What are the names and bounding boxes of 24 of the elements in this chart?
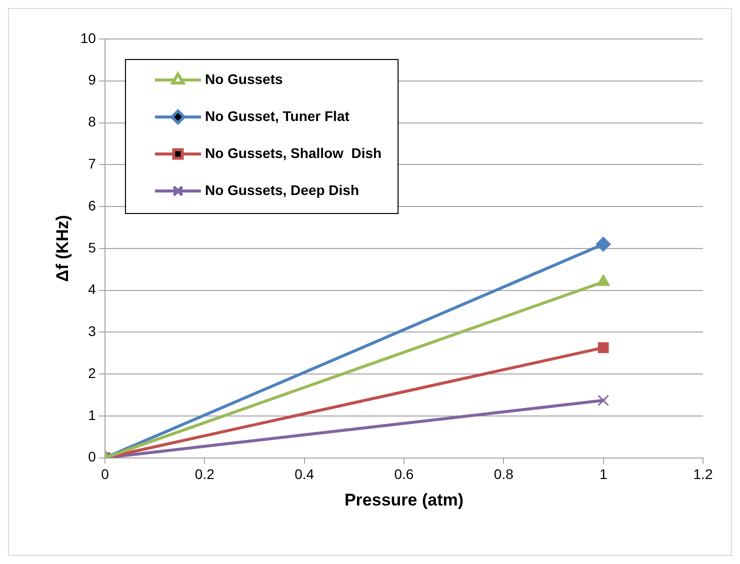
x-tick-label: 0.2 — [194, 466, 215, 482]
y-axis-title: Δf (KHz) — [52, 214, 72, 282]
y-tick-label: 10 — [80, 30, 96, 46]
x-tick-label: 1.2 — [693, 466, 713, 482]
legend-label: No Gussets, Shallow Dish — [204, 144, 382, 161]
y-tick-label: 0 — [88, 448, 96, 465]
y-tick-label: 8 — [88, 114, 96, 130]
x-tick-label: 0.8 — [494, 466, 514, 482]
y-tick-label: 1 — [88, 406, 96, 423]
x-axis-title: Pressure (atm) — [344, 490, 464, 510]
x-tick-label: 1 — [599, 466, 608, 482]
legend-label: No Gussets, Deep Dish — [204, 182, 360, 198]
legend-label: No Gussets — [204, 70, 283, 87]
y-tick-label: 6 — [88, 197, 96, 214]
y-tick-label: 7 — [88, 156, 96, 172]
y-tick-label: 5 — [88, 239, 96, 256]
y-tick-label: 4 — [88, 281, 96, 298]
x-tick-label: 0 — [101, 466, 110, 482]
x-tick-label: 0.4 — [294, 466, 314, 482]
y-tick-label: 2 — [88, 364, 96, 381]
y-tick-label: 3 — [88, 323, 96, 340]
y-tick-label: 9 — [88, 72, 96, 88]
legend-label: No Gusset, Tuner Flat — [204, 108, 350, 124]
x-tick-label: 0.6 — [394, 466, 414, 482]
